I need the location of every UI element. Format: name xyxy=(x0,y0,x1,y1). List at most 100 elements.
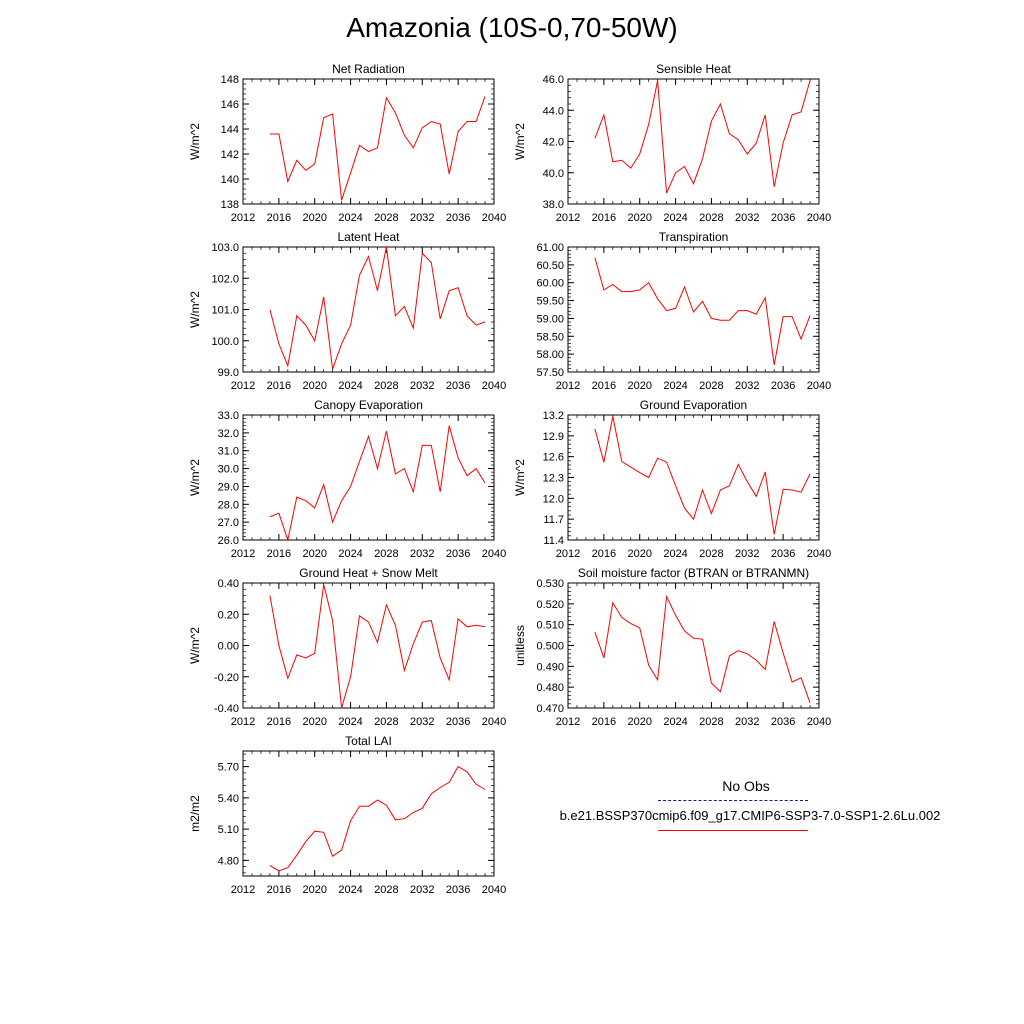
y-tick-label: 61.00 xyxy=(536,242,564,254)
y-tick-label: 12.9 xyxy=(543,431,564,443)
x-tick-label: 2024 xyxy=(663,212,687,224)
x-tick-label: 2012 xyxy=(231,212,255,224)
y-tick-label: 40.0 xyxy=(543,168,564,180)
chart-title: Sensible Heat xyxy=(656,62,731,76)
y-tick-label: -0.40 xyxy=(214,703,239,715)
y-tick-label: 102.0 xyxy=(211,273,239,285)
x-tick-label: 2016 xyxy=(267,716,291,728)
series-line xyxy=(269,425,486,542)
x-tick-label: 2028 xyxy=(699,548,723,560)
x-tick-label: 2040 xyxy=(482,380,506,392)
chart-panel-8: Total LAI m2/m2 2012 2016 2020 2024 2028 2032 20… xyxy=(188,734,506,896)
series-line xyxy=(269,96,486,201)
y-tick-label: 12.6 xyxy=(543,452,564,464)
x-tick-label: 2032 xyxy=(735,380,759,392)
y-tick-label: 144 xyxy=(221,124,239,136)
y-tick-label: 57.50 xyxy=(536,367,564,379)
x-tick-label: 2020 xyxy=(302,548,326,560)
y-tick-label: 5.10 xyxy=(218,824,239,836)
legend-model-line xyxy=(658,830,808,831)
x-tick-label: 2040 xyxy=(482,884,506,896)
y-tick-label: 11.7 xyxy=(543,514,564,526)
x-tick-label: 2020 xyxy=(627,548,651,560)
x-tick-label: 2024 xyxy=(663,716,687,728)
x-tick-label: 2032 xyxy=(410,548,434,560)
chart-panel-3: Transpiration 2012 2016 2020 2024 2028 2032 203… xyxy=(536,230,831,392)
y-tick-label: 60.50 xyxy=(536,260,564,272)
y-tick-label: 148 xyxy=(221,74,239,86)
y-tick-label: 46.0 xyxy=(543,74,564,86)
chart-panel-7: Soil moisture factor (BTRAN or BTRANMN) u… xyxy=(513,566,831,728)
x-tick-label: 2028 xyxy=(699,380,723,392)
y-tick-label: 0.520 xyxy=(536,599,564,611)
y-axis-label: W/m^2 xyxy=(513,459,527,496)
series-line xyxy=(269,246,486,370)
x-tick-label: 2040 xyxy=(807,380,831,392)
y-tick-label: 11.4 xyxy=(543,535,564,547)
y-tick-label: 32.0 xyxy=(218,428,239,440)
y-tick-label: 0.500 xyxy=(536,641,564,653)
y-tick-label: 138 xyxy=(221,199,239,211)
series-line xyxy=(594,257,811,365)
chart-title: Total LAI xyxy=(345,734,392,748)
legend-model-label: b.e21.BSSP370cmip6.f09_g17.CMIP6-SSP3-7.… xyxy=(559,808,941,823)
x-tick-label: 2012 xyxy=(556,716,580,728)
x-tick-label: 2024 xyxy=(338,548,362,560)
x-tick-label: 2040 xyxy=(482,548,506,560)
y-tick-label: 0.530 xyxy=(536,578,564,590)
plot-frame xyxy=(567,78,820,205)
series-line xyxy=(269,584,486,709)
y-tick-label: 58.00 xyxy=(536,349,564,361)
y-axis-label: W/m^2 xyxy=(188,291,202,328)
chart-panel-4: Canopy Evaporation W/m^2 2012 2016 2020 2024 2… xyxy=(188,398,506,560)
chart-panel-5: Ground Evaporation W/m^2 2012 2016 2020 2024 2… xyxy=(513,398,831,560)
x-tick-label: 2024 xyxy=(338,884,362,896)
x-tick-label: 2012 xyxy=(231,548,255,560)
x-tick-label: 2020 xyxy=(627,212,651,224)
series-line xyxy=(594,594,811,703)
x-tick-label: 2032 xyxy=(735,548,759,560)
y-tick-label: 26.0 xyxy=(218,535,239,547)
x-tick-label: 2036 xyxy=(446,716,470,728)
x-tick-label: 2036 xyxy=(771,212,795,224)
x-tick-label: 2040 xyxy=(807,212,831,224)
x-tick-label: 2020 xyxy=(302,212,326,224)
y-tick-label: 44.0 xyxy=(543,105,564,117)
x-tick-label: 2016 xyxy=(592,380,616,392)
chart-title: Transpiration xyxy=(659,230,729,244)
y-tick-label: 5.40 xyxy=(218,793,239,805)
series-line xyxy=(594,416,811,535)
x-tick-label: 2012 xyxy=(231,716,255,728)
x-tick-label: 2028 xyxy=(699,212,723,224)
y-tick-label: 4.80 xyxy=(218,855,239,867)
chart-title: Ground Heat + Snow Melt xyxy=(299,566,438,580)
y-tick-label: 27.0 xyxy=(218,517,239,529)
x-tick-label: 2032 xyxy=(735,212,759,224)
y-axis-label: W/m^2 xyxy=(188,123,202,160)
x-tick-label: 2020 xyxy=(627,716,651,728)
chart-panel-6: Ground Heat + Snow Melt W/m^2 2012 2016 2020… xyxy=(188,566,506,728)
plot-frame xyxy=(242,414,495,541)
chart-title: Latent Heat xyxy=(337,230,400,244)
x-tick-label: 2024 xyxy=(663,548,687,560)
x-tick-label: 2040 xyxy=(807,548,831,560)
x-tick-label: 2016 xyxy=(592,212,616,224)
y-tick-label: 28.0 xyxy=(218,499,239,511)
page-title: Amazonia (10S-0,70-50W) xyxy=(346,12,678,43)
x-tick-label: 2036 xyxy=(771,716,795,728)
x-tick-label: 2024 xyxy=(338,380,362,392)
x-tick-label: 2012 xyxy=(556,212,580,224)
x-tick-label: 2016 xyxy=(267,212,291,224)
plot-frame xyxy=(242,246,495,373)
x-tick-label: 2024 xyxy=(338,716,362,728)
y-tick-label: 38.0 xyxy=(543,199,564,211)
y-tick-label: 33.0 xyxy=(218,410,239,422)
y-tick-label: 0.20 xyxy=(218,609,239,621)
x-tick-label: 2012 xyxy=(231,884,255,896)
y-tick-label: 12.0 xyxy=(543,493,564,505)
y-tick-label: 99.0 xyxy=(218,367,239,379)
y-tick-label: 59.00 xyxy=(536,313,564,325)
x-tick-label: 2036 xyxy=(446,212,470,224)
y-tick-label: 42.0 xyxy=(543,137,564,149)
